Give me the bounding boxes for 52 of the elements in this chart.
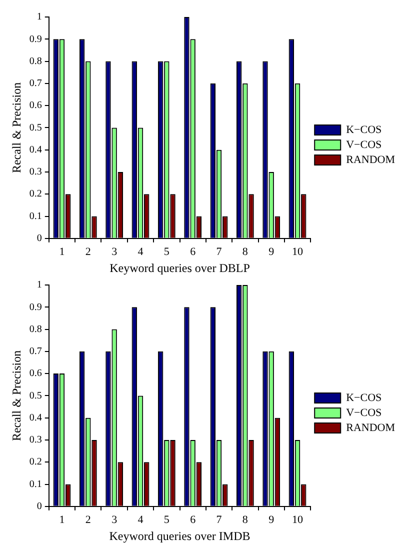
legend-label: V−COS [346,138,382,151]
y-tick-label: 1 [36,280,42,291]
y-tick-label: 0 [36,233,42,244]
x-tick-label: 9 [268,514,275,526]
y-tick-label: 0.1 [29,478,42,490]
x-tick-label: 4 [138,246,144,258]
legend-label: V−COS [346,406,382,419]
legend-label: K−COS [346,124,382,136]
y-tick-label: 0.2 [29,188,42,200]
x-tick-label: 6 [190,246,196,258]
y-tick-label: 0.9 [29,34,42,45]
y-tick-label: 0.5 [29,390,42,402]
x-tick-label: 1 [59,514,65,526]
y-tick-label: 0.8 [29,56,42,67]
x-tick-label: 4 [138,514,144,526]
x-tick-label: 5 [164,246,170,258]
x-tick-label: 2 [85,514,91,526]
y-tick-label: 0.8 [29,324,42,335]
x-tick-label: 3 [112,514,118,526]
legend-label: RANDOM [346,154,396,166]
x-tick-label: 3 [112,246,118,258]
x-tick-label: 2 [85,246,91,258]
x-tick-label: 8 [242,514,248,526]
y-tick-label: 0 [36,501,42,512]
x-tick-label: 9 [268,246,275,258]
x-tick-label: 7 [216,246,222,258]
legend-label: K−COS [346,392,382,404]
x-tick-label: 5 [164,514,170,526]
legend-label: RANDOM [346,422,396,434]
y-tick-label: 0.5 [29,122,42,134]
x-tick-label: 6 [190,514,196,526]
y-tick-label: 1 [36,12,42,23]
y-tick-label: 0.6 [29,100,42,112]
y-axis-title: Recall & Precision [9,82,24,174]
y-tick-label: 0.7 [29,78,42,90]
y-tick-label: 0.4 [29,412,42,424]
x-tick-label: 8 [242,246,248,258]
y-tick-label: 0.2 [29,456,42,468]
y-tick-label: 0.6 [29,368,42,380]
y-tick-label: 0.4 [29,144,42,156]
y-tick-label: 0.9 [29,302,42,313]
x-tick-label: 1 [59,246,65,258]
y-tick-label: 0.1 [29,210,42,222]
y-axis-title: Recall & Precision [9,350,24,442]
x-tick-label: 10 [292,246,304,258]
x-axis-title: Keyword queries over IMDB [109,528,250,543]
y-tick-label: 0.3 [29,166,42,178]
y-tick-label: 0.7 [29,346,42,358]
x-axis-title: Keyword queries over DBLP [110,260,250,275]
y-tick-label: 0.3 [29,434,42,446]
x-tick-label: 7 [216,514,222,526]
x-tick-label: 10 [292,514,304,526]
